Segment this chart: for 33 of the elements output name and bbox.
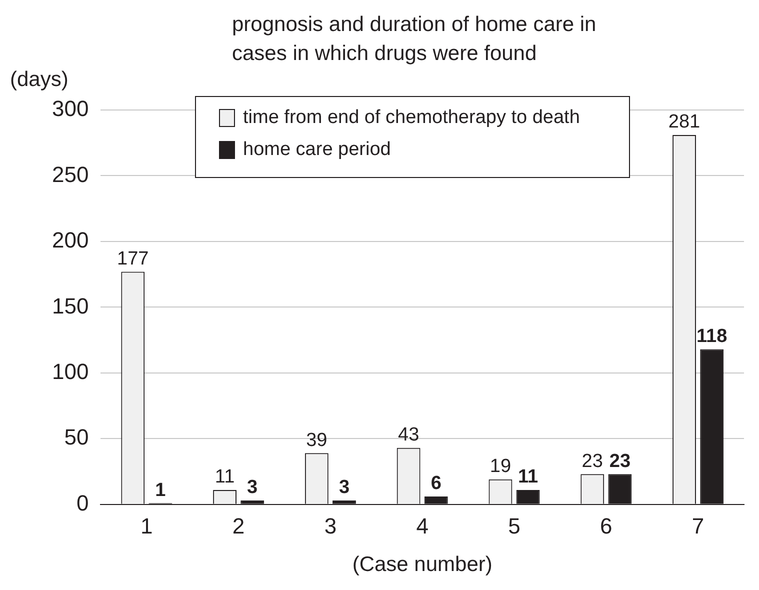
x-axis-title: (Case number)	[352, 553, 492, 576]
data-label: 3	[338, 477, 350, 498]
data-label: 11	[518, 466, 539, 488]
y-tick-label: 150	[52, 293, 89, 318]
x-tick-label: 6	[600, 514, 612, 539]
legend-label: home care period	[243, 139, 391, 161]
legend-label: time from end of chemotherapy to death	[243, 107, 580, 129]
chart-title: prognosis and duration of home care in cases in which drugs were found	[232, 12, 598, 67]
data-label: 23	[609, 450, 631, 472]
y-tick-label: 300	[52, 96, 89, 122]
data-label: 39	[306, 430, 328, 451]
x-tick-label: 7	[692, 514, 704, 539]
data-label: 43	[398, 424, 420, 446]
y-tick-label: 50	[64, 424, 89, 450]
data-label: 11	[214, 466, 235, 488]
data-label: 177	[117, 248, 149, 270]
data-label: 1	[155, 480, 166, 501]
y-tick-label: 100	[52, 358, 89, 384]
x-tick-label: 4	[416, 514, 428, 539]
y-tick-label: 250	[52, 162, 89, 187]
data-label: 281	[668, 112, 700, 133]
x-tick-label: 5	[508, 514, 520, 539]
data-label: 3	[247, 477, 258, 498]
x-tick-label: 3	[324, 514, 337, 539]
data-label: 118	[696, 326, 728, 348]
x-tick-label: 2	[232, 514, 245, 539]
y-tick-label: 0	[76, 490, 89, 516]
data-label: 23	[582, 450, 603, 472]
y-axis-title: (days)	[10, 68, 68, 92]
y-tick-label: 200	[52, 228, 89, 253]
data-label: 19	[490, 456, 512, 478]
x-tick-label: 1	[140, 514, 153, 539]
data-label: 6	[430, 473, 442, 494]
